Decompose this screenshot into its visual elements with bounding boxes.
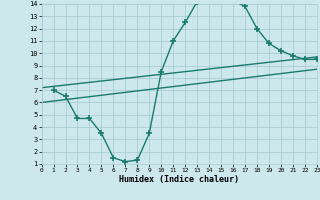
X-axis label: Humidex (Indice chaleur): Humidex (Indice chaleur) bbox=[119, 175, 239, 184]
